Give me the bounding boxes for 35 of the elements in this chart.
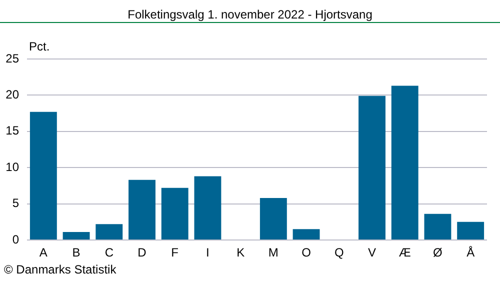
- x-tick-label: M: [268, 246, 278, 260]
- bar: [260, 198, 287, 240]
- bar: [391, 86, 418, 240]
- y-axis-title: Pct.: [29, 39, 50, 54]
- y-tick-label: 10: [6, 160, 20, 174]
- bar: [424, 214, 452, 240]
- y-tick-label: 25: [6, 51, 20, 66]
- x-tick-label: F: [171, 246, 179, 260]
- bar: [358, 96, 386, 240]
- x-tick-label: O: [302, 246, 311, 260]
- bar: [128, 180, 156, 240]
- bar: [62, 232, 90, 240]
- x-tick-label: B: [72, 246, 80, 260]
- bar: [30, 112, 57, 240]
- x-tick-label: Ø: [433, 246, 442, 260]
- x-tick-label: I: [206, 246, 210, 260]
- x-tick-label: Q: [334, 246, 344, 260]
- bar: [161, 188, 188, 240]
- x-tick-label: D: [138, 246, 147, 260]
- y-tick-label: 15: [6, 124, 20, 138]
- text: © Danmarks Statistik: [4, 262, 118, 276]
- x-tick-label: K: [236, 246, 245, 260]
- bar: [96, 224, 123, 240]
- y-tick-label: 0: [12, 232, 20, 246]
- x-tick-label: Æ: [398, 246, 411, 260]
- x-tick-label: V: [368, 246, 376, 260]
- x-tick-label: C: [104, 246, 114, 260]
- x-tick-label: Å: [466, 246, 475, 260]
- bar: [457, 222, 484, 240]
- bar: [194, 176, 222, 240]
- bar: [292, 229, 320, 240]
- chart-title: Folketingsvalg 1. november 2022 - Hjortsvang: [128, 7, 372, 22]
- y-tick-label: 20: [6, 88, 20, 102]
- y-tick-label: 5: [12, 196, 20, 210]
- x-tick-label: A: [39, 246, 48, 260]
